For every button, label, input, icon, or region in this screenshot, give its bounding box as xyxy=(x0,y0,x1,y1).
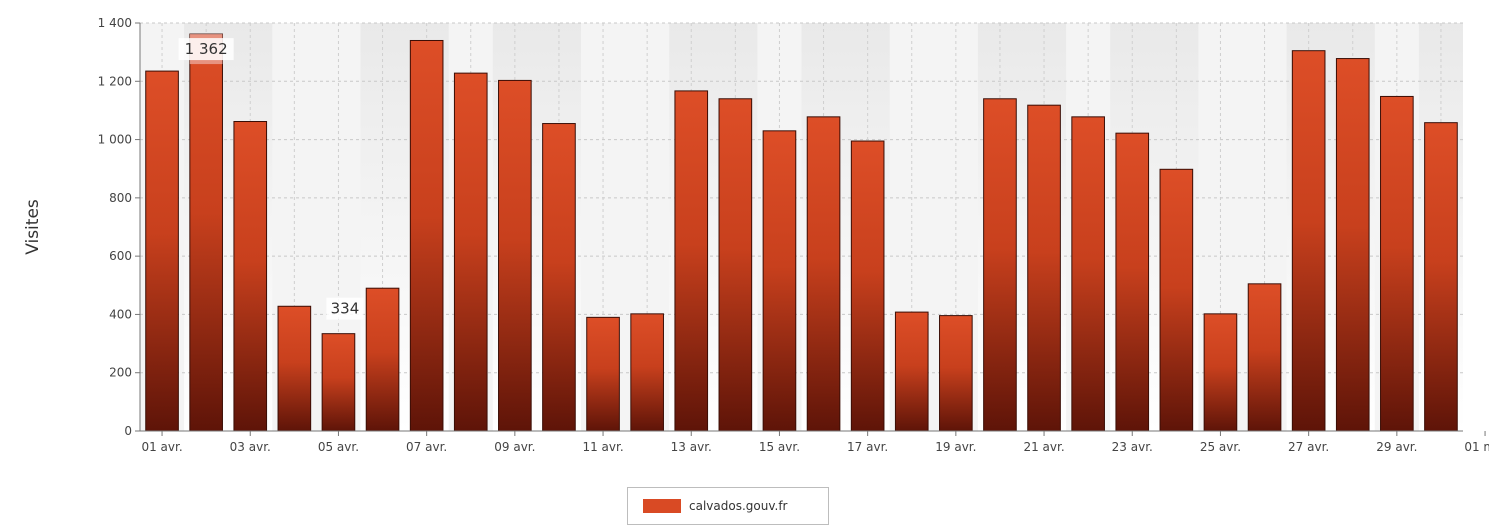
x-tick-label: 29 avr. xyxy=(1376,440,1417,454)
bar xyxy=(233,121,268,432)
y-tick-label: 1 000 xyxy=(98,133,132,147)
bar xyxy=(894,311,929,432)
x-tick-label: 23 avr. xyxy=(1112,440,1153,454)
x-tick-label: 21 avr. xyxy=(1023,440,1064,454)
x-tick-label: 09 avr. xyxy=(494,440,535,454)
bar xyxy=(189,33,223,432)
x-tick-label: 13 avr. xyxy=(671,440,712,454)
bar xyxy=(1027,104,1061,432)
y-axis-title: Visites xyxy=(23,199,43,255)
bar xyxy=(983,98,1017,432)
x-tick-label: 01 mai xyxy=(1464,440,1489,454)
y-tick-label: 200 xyxy=(109,366,132,380)
x-tick-label: 05 avr. xyxy=(318,440,359,454)
y-tick-label: 1 200 xyxy=(98,74,132,88)
x-tick-label: 07 avr. xyxy=(406,440,447,454)
bar xyxy=(1071,116,1105,432)
bar xyxy=(1424,122,1458,432)
x-tick-label: 15 avr. xyxy=(759,440,800,454)
x-tick-label: 27 avr. xyxy=(1288,440,1329,454)
bar xyxy=(1115,132,1150,432)
bar xyxy=(542,123,576,432)
bar xyxy=(718,98,753,432)
bar xyxy=(1335,58,1370,432)
bar xyxy=(498,79,532,432)
x-tick-label: 17 avr. xyxy=(847,440,888,454)
bar xyxy=(145,70,179,432)
bar xyxy=(1247,283,1282,432)
data-label-box xyxy=(178,38,234,61)
data-label: 1 362 xyxy=(185,40,228,58)
y-tick-label: 800 xyxy=(109,191,132,205)
data-label: 334 xyxy=(331,300,360,318)
data-label-box xyxy=(326,297,364,320)
bar xyxy=(939,315,973,432)
bar xyxy=(1203,313,1238,432)
x-tick-label: 03 avr. xyxy=(230,440,271,454)
legend: calvados.gouv.fr xyxy=(627,487,829,525)
legend-swatch xyxy=(643,499,681,513)
x-tick-label: 25 avr. xyxy=(1200,440,1241,454)
legend-label: calvados.gouv.fr xyxy=(689,499,788,513)
bar xyxy=(762,130,797,432)
bar xyxy=(850,140,885,432)
bar xyxy=(1291,50,1326,432)
y-tick-label: 600 xyxy=(109,249,132,263)
bar xyxy=(453,72,488,432)
x-tick-label: 01 avr. xyxy=(141,440,182,454)
bar xyxy=(630,313,664,432)
bar xyxy=(674,90,709,432)
bar xyxy=(409,39,444,432)
y-tick-label: 1 400 xyxy=(98,16,132,30)
bar xyxy=(806,116,841,432)
bar xyxy=(277,305,312,432)
x-tick-label: 11 avr. xyxy=(582,440,623,454)
y-tick-label: 0 xyxy=(124,424,132,438)
bar xyxy=(1380,95,1414,432)
x-tick-label: 19 avr. xyxy=(935,440,976,454)
bar xyxy=(1159,168,1194,432)
y-tick-label: 400 xyxy=(109,307,132,321)
bar xyxy=(365,287,400,432)
bar xyxy=(586,316,620,432)
bar xyxy=(321,333,356,432)
